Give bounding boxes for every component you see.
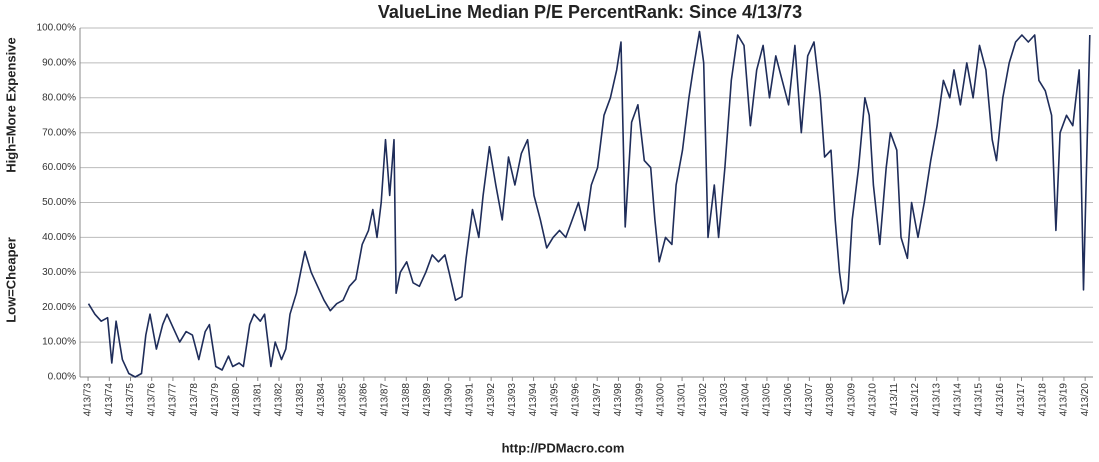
x-tick-label: 4/13/96 xyxy=(571,383,582,417)
y-tick-label: 0.00% xyxy=(48,372,76,383)
y-tick-label: 100.00% xyxy=(37,23,77,34)
x-tick-label: 4/13/00 xyxy=(655,383,666,417)
x-tick-label: 4/13/11 xyxy=(889,383,900,416)
x-tick-label: 4/13/88 xyxy=(401,383,412,417)
y-tick-label: 90.00% xyxy=(42,58,76,69)
x-tick-label: 4/13/86 xyxy=(358,383,369,417)
x-tick-label: 4/13/84 xyxy=(316,383,327,417)
x-tick-label: 4/13/83 xyxy=(295,383,306,417)
x-tick-label: 4/13/19 xyxy=(1059,383,1070,417)
y-tick-label: 50.00% xyxy=(42,197,76,208)
x-tick-label: 4/13/03 xyxy=(719,383,730,417)
y-tick-label: 80.00% xyxy=(42,92,76,103)
x-tick-label: 4/13/93 xyxy=(507,383,518,417)
x-tick-label: 4/13/97 xyxy=(592,383,603,417)
x-tick-label: 4/13/76 xyxy=(146,383,157,417)
x-tick-label: 4/13/06 xyxy=(783,383,794,417)
x-tick-label: 4/13/80 xyxy=(231,383,242,417)
x-tick-label: 4/13/81 xyxy=(252,383,263,417)
x-tick-label: 4/13/95 xyxy=(549,383,560,417)
x-axis-label: http://PDMacro.com xyxy=(502,440,625,455)
x-tick-label: 4/13/14 xyxy=(953,383,964,417)
x-tick-label: 4/13/16 xyxy=(995,383,1006,417)
x-tick-label: 4/13/75 xyxy=(125,383,136,417)
x-tick-label: 4/13/87 xyxy=(380,383,391,417)
x-tick-label: 4/13/18 xyxy=(1037,383,1048,417)
y-axis-label-high: High=More Expensive xyxy=(3,37,18,172)
y-tick-label: 40.00% xyxy=(42,232,76,243)
x-tick-label: 4/13/08 xyxy=(825,383,836,417)
x-tick-label: 4/13/90 xyxy=(443,383,454,417)
x-tick-label: 4/13/77 xyxy=(168,383,179,417)
y-tick-label: 70.00% xyxy=(42,127,76,138)
x-tick-label: 4/13/17 xyxy=(1016,383,1027,417)
x-tick-label: 4/13/89 xyxy=(422,383,433,417)
x-tick-label: 4/13/98 xyxy=(613,383,624,417)
x-tick-label: 4/13/10 xyxy=(868,383,879,417)
x-tick-label: 4/13/91 xyxy=(465,383,476,417)
y-tick-label: 10.00% xyxy=(42,337,76,348)
x-tick-label: 4/13/02 xyxy=(698,383,709,417)
chart-title: ValueLine Median P/E PercentRank: Since … xyxy=(378,2,802,22)
x-tick-label: 4/13/73 xyxy=(83,383,94,417)
x-tick-label: 4/13/07 xyxy=(804,383,815,417)
x-tick-label: 4/13/13 xyxy=(931,383,942,417)
x-tick-label: 4/13/15 xyxy=(974,383,985,417)
y-axis-label-low: Low=Cheaper xyxy=(3,237,18,323)
y-tick-label: 30.00% xyxy=(42,267,76,278)
x-tick-label: 4/13/79 xyxy=(210,383,221,417)
x-tick-label: 4/13/04 xyxy=(740,383,751,417)
x-tick-label: 4/13/20 xyxy=(1080,383,1091,417)
x-tick-label: 4/13/94 xyxy=(528,383,539,417)
x-tick-label: 4/13/05 xyxy=(762,383,773,417)
x-tick-label: 4/13/01 xyxy=(677,383,688,417)
x-tick-label: 4/13/09 xyxy=(846,383,857,417)
y-tick-label: 20.00% xyxy=(42,302,76,313)
y-tick-label: 60.00% xyxy=(42,162,76,173)
x-tick-label: 4/13/82 xyxy=(274,383,285,417)
x-tick-label: 4/13/85 xyxy=(337,383,348,417)
data-line xyxy=(87,30,1091,378)
x-tick-label: 4/13/12 xyxy=(910,383,921,417)
x-tick-label: 4/13/74 xyxy=(104,383,115,417)
x-tick-label: 4/13/92 xyxy=(486,383,497,417)
x-tick-label: 4/13/78 xyxy=(189,383,200,417)
x-tick-label: 4/13/99 xyxy=(634,383,645,417)
